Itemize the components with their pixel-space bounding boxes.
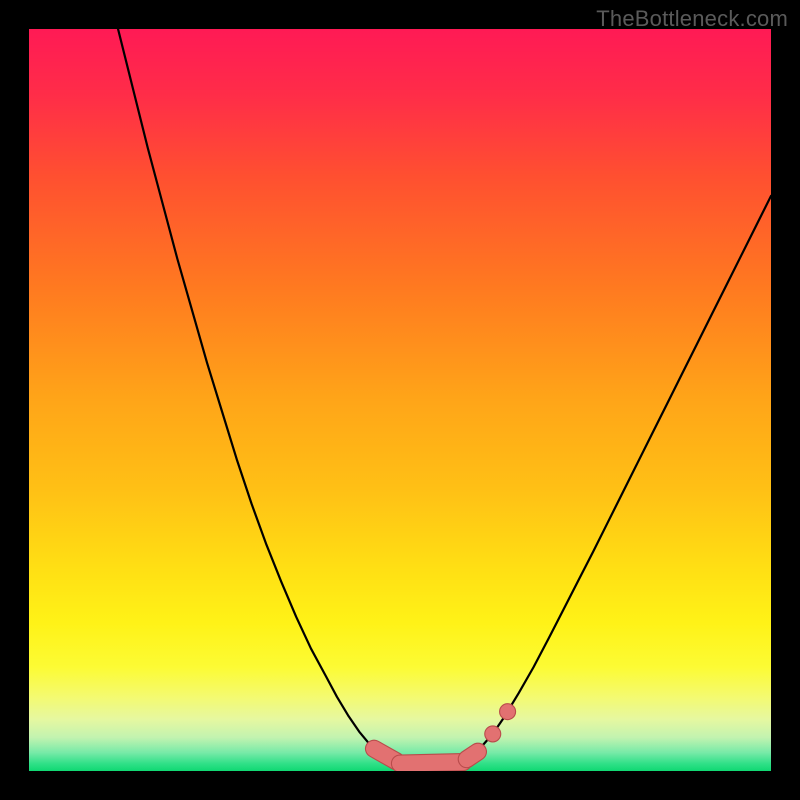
watermark-text: TheBottleneck.com bbox=[596, 6, 788, 32]
figure-canvas: TheBottleneck.com bbox=[0, 0, 800, 800]
chart-background bbox=[29, 29, 771, 771]
bottleneck-chart bbox=[29, 29, 771, 771]
